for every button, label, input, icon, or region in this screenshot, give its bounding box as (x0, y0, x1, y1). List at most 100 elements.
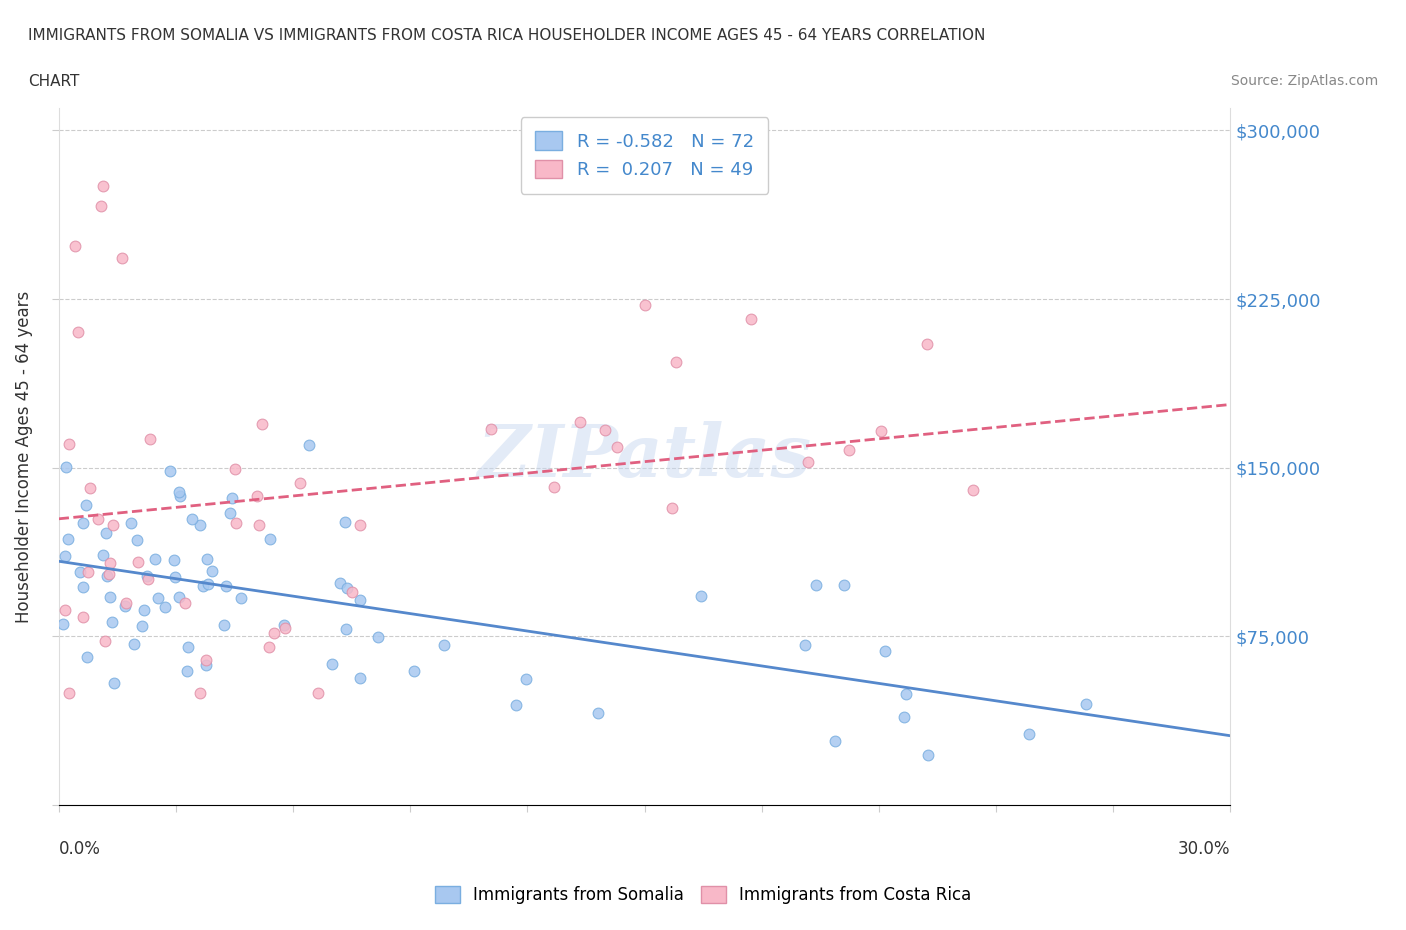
Point (219, 506, 242, 521)
Point (221, 491, 243, 506)
Point (90, 199, 112, 214)
Text: ZIPatlas: ZIPatlas (478, 421, 811, 492)
Point (838, 442, 860, 457)
Point (53, 603, 76, 618)
Point (804, 578, 827, 592)
Point (191, 579, 214, 594)
Legend: Immigrants from Somalia, Immigrants from Costa Rica: Immigrants from Somalia, Immigrants from… (426, 878, 980, 912)
Point (91, 548, 114, 563)
Point (66, 325, 89, 339)
Point (349, 671, 371, 685)
Point (433, 637, 456, 652)
Point (52, 617, 75, 631)
Point (515, 672, 537, 687)
Point (94, 633, 117, 648)
Point (58, 685, 80, 700)
Point (917, 748, 939, 763)
Text: CHART: CHART (28, 74, 80, 89)
Point (132, 603, 155, 618)
Point (224, 461, 246, 476)
Point (250, 417, 273, 432)
Point (479, 422, 502, 437)
Point (796, 455, 818, 470)
Point (917, 337, 939, 352)
Point (127, 554, 149, 569)
Point (1018, 726, 1040, 741)
Point (111, 250, 134, 265)
Point (568, 415, 591, 430)
Point (288, 475, 311, 490)
Point (1076, 696, 1098, 711)
Point (333, 514, 356, 529)
Point (321, 657, 343, 671)
Point (167, 485, 190, 499)
Text: IMMIGRANTS FROM SOMALIA VS IMMIGRANTS FROM COSTA RICA HOUSEHOLDER INCOME AGES 45: IMMIGRANTS FROM SOMALIA VS IMMIGRANTS FR… (28, 28, 986, 43)
Point (893, 710, 915, 724)
Point (101, 615, 124, 630)
Point (402, 663, 425, 678)
Point (263, 625, 285, 640)
Point (367, 630, 389, 644)
Point (329, 576, 352, 591)
Point (793, 638, 815, 653)
Point (79, 481, 101, 496)
Point (143, 551, 166, 566)
Point (163, 552, 186, 567)
Point (606, 440, 628, 455)
Point (298, 438, 321, 453)
Point (588, 705, 610, 720)
Point (174, 595, 197, 610)
Point (76, 649, 98, 664)
Point (595, 422, 617, 437)
Point (259, 532, 281, 547)
Point (274, 620, 297, 635)
Point (120, 515, 142, 530)
Point (195, 658, 218, 672)
Point (72, 579, 94, 594)
Point (246, 489, 269, 504)
Point (336, 580, 359, 595)
Point (58, 436, 80, 451)
Point (136, 571, 159, 586)
Point (94, 525, 117, 540)
Point (114, 599, 136, 614)
Point (634, 298, 657, 312)
Point (273, 618, 295, 632)
Point (103, 676, 125, 691)
Y-axis label: Householder Income Ages 45 - 64 years: Householder Income Ages 45 - 64 years (15, 290, 32, 623)
Point (169, 590, 191, 604)
Point (76, 565, 98, 579)
Text: 0.0%: 0.0% (59, 840, 101, 857)
Point (195, 551, 218, 566)
Text: Source: ZipAtlas.com: Source: ZipAtlas.com (1230, 74, 1378, 88)
Point (188, 518, 211, 533)
Point (91, 179, 114, 193)
Point (247, 518, 270, 533)
Point (146, 591, 169, 605)
Point (98, 590, 121, 604)
Point (165, 570, 187, 585)
Point (72, 610, 94, 625)
Point (505, 698, 527, 712)
Point (75, 498, 97, 512)
Point (894, 686, 917, 701)
Point (72, 516, 94, 531)
Point (665, 354, 688, 369)
Point (169, 488, 191, 503)
Point (215, 578, 238, 593)
Point (197, 577, 219, 591)
Point (200, 565, 222, 579)
Point (63, 239, 86, 254)
Point (87, 512, 110, 526)
Point (307, 685, 329, 700)
Point (689, 589, 711, 604)
Point (101, 518, 124, 533)
Point (98, 555, 121, 570)
Point (139, 432, 162, 446)
Point (832, 578, 855, 592)
Point (257, 640, 280, 655)
Point (53, 549, 76, 564)
Point (69, 565, 91, 579)
Point (225, 515, 247, 530)
Point (335, 622, 357, 637)
